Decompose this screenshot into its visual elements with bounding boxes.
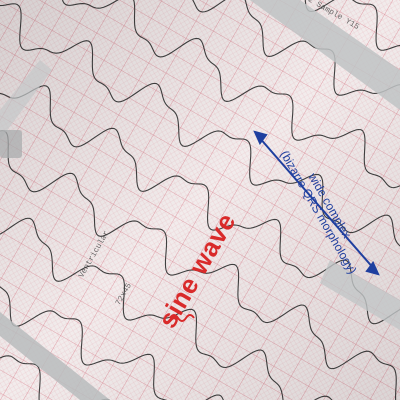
double-headed-arrow-icon — [253, 130, 380, 276]
clip-bar-left — [0, 312, 110, 400]
clip-fastener — [0, 130, 22, 158]
clip-bar-right — [320, 260, 400, 330]
clip-bar-upper-left — [0, 60, 52, 140]
squiggle-arrow-icon — [169, 314, 195, 322]
clip-bar-top — [250, 0, 400, 110]
